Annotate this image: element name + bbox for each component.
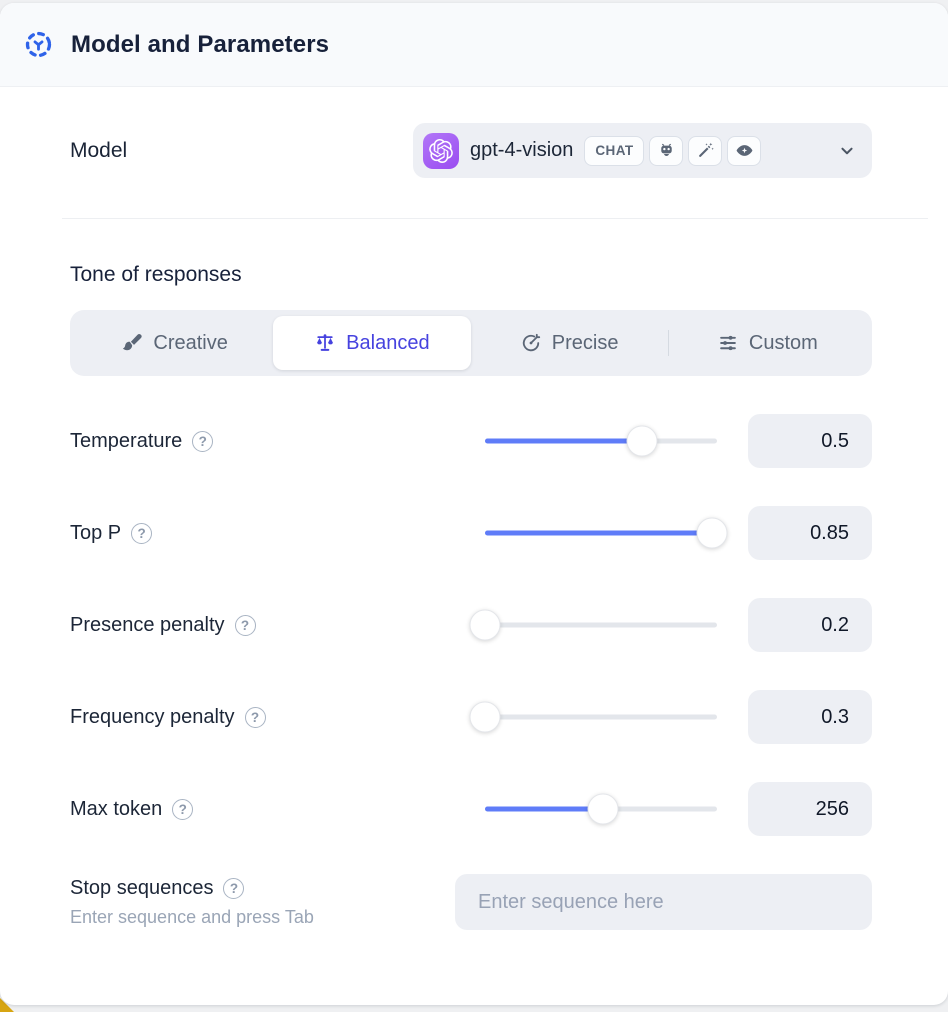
slider-track[interactable] — [485, 714, 717, 720]
robot-icon — [649, 135, 684, 166]
slider-fill — [485, 806, 604, 812]
page-title: Model and Parameters — [71, 30, 330, 58]
stop-sequences-label: Stop sequences ? — [70, 877, 455, 900]
model-badges: CHAT — [584, 135, 762, 166]
param-label: Frequency penalty ? — [70, 706, 454, 729]
slider-fill — [485, 438, 642, 444]
target-arrow-icon — [522, 333, 540, 352]
vision-eye-icon — [727, 135, 762, 166]
stop-sequences-row: Stop sequences ? Enter sequence and pres… — [70, 874, 872, 930]
paintbrush-icon — [123, 334, 142, 351]
slider-track[interactable] — [485, 622, 717, 628]
stop-sequence-input[interactable] — [455, 874, 872, 930]
help-icon[interactable]: ? — [172, 798, 194, 820]
param-label: Temperature ? — [70, 430, 454, 453]
tab-creative[interactable]: Creative — [76, 316, 273, 370]
help-icon[interactable]: ? — [192, 430, 214, 452]
frequency-penalty-slider[interactable] — [469, 701, 717, 733]
panel-header: Model and Parameters — [0, 3, 948, 87]
help-icon[interactable]: ? — [131, 522, 153, 544]
help-icon[interactable]: ? — [223, 877, 245, 899]
param-label: Presence penalty ? — [70, 614, 454, 637]
top-p-slider[interactable] — [485, 517, 728, 549]
model-label: Model — [70, 138, 128, 162]
tab-label: Precise — [551, 331, 619, 354]
temperature-value[interactable]: 0.5 — [748, 414, 872, 468]
param-row-temperature: Temperature ? 0.5 — [70, 414, 872, 468]
max-token-value[interactable]: 256 — [748, 782, 872, 836]
max-token-slider[interactable] — [485, 793, 717, 825]
stop-sequences-label-block: Stop sequences ? Enter sequence and pres… — [70, 877, 455, 928]
selected-model-name: gpt-4-vision — [470, 139, 574, 161]
tab-precise[interactable]: Precise — [471, 316, 668, 370]
model-parameters-panel: Model and Parameters Model gpt-4-vision … — [0, 3, 948, 1005]
frequency-penalty-value[interactable]: 0.3 — [748, 690, 872, 744]
sliders-icon — [720, 335, 736, 351]
openai-logo — [423, 132, 459, 169]
model-row: Model gpt-4-vision CHAT — [70, 123, 872, 178]
presence-penalty-slider[interactable] — [469, 609, 717, 641]
tab-label: Custom — [748, 331, 818, 354]
magic-wand-icon — [688, 135, 723, 166]
tone-tab-group: Creative Balanced — [70, 310, 872, 376]
slider-thumb[interactable] — [469, 701, 501, 733]
param-row-presence-penalty: Presence penalty ? 0.2 — [70, 598, 872, 652]
tab-label: Balanced — [346, 331, 430, 354]
chevron-down-icon — [841, 147, 853, 154]
slider-thumb[interactable] — [587, 793, 619, 825]
chat-type-badge: CHAT — [584, 135, 645, 166]
slider-fill — [485, 530, 713, 536]
param-row-frequency-penalty: Frequency penalty ? 0.3 — [70, 690, 872, 744]
help-icon[interactable]: ? — [244, 706, 266, 728]
balance-scale-icon — [317, 334, 334, 351]
slider-thumb[interactable] — [626, 425, 658, 457]
param-row-top-p: Top P ? 0.85 — [70, 506, 872, 560]
stop-sequences-hint: Enter sequence and press Tab — [70, 906, 314, 927]
presence-penalty-value[interactable]: 0.2 — [748, 598, 872, 652]
temperature-slider[interactable] — [485, 425, 717, 457]
tab-label: Creative — [153, 331, 228, 354]
tone-heading: Tone of responses — [70, 263, 242, 286]
param-label: Top P ? — [70, 522, 454, 545]
slider-thumb[interactable] — [696, 517, 728, 549]
slider-thumb[interactable] — [469, 609, 501, 641]
param-label: Max token ? — [70, 798, 454, 821]
tab-custom[interactable]: Custom — [669, 316, 866, 370]
model-select-dropdown[interactable]: gpt-4-vision CHAT — [413, 123, 872, 178]
top-p-value[interactable]: 0.85 — [748, 506, 872, 560]
tab-balanced[interactable]: Balanced — [273, 316, 471, 370]
model-hub-icon — [25, 31, 52, 58]
section-divider — [62, 218, 928, 219]
tab-separator — [667, 330, 669, 356]
help-icon[interactable]: ? — [234, 614, 256, 636]
param-row-max-token: Max token ? 256 — [70, 782, 872, 836]
